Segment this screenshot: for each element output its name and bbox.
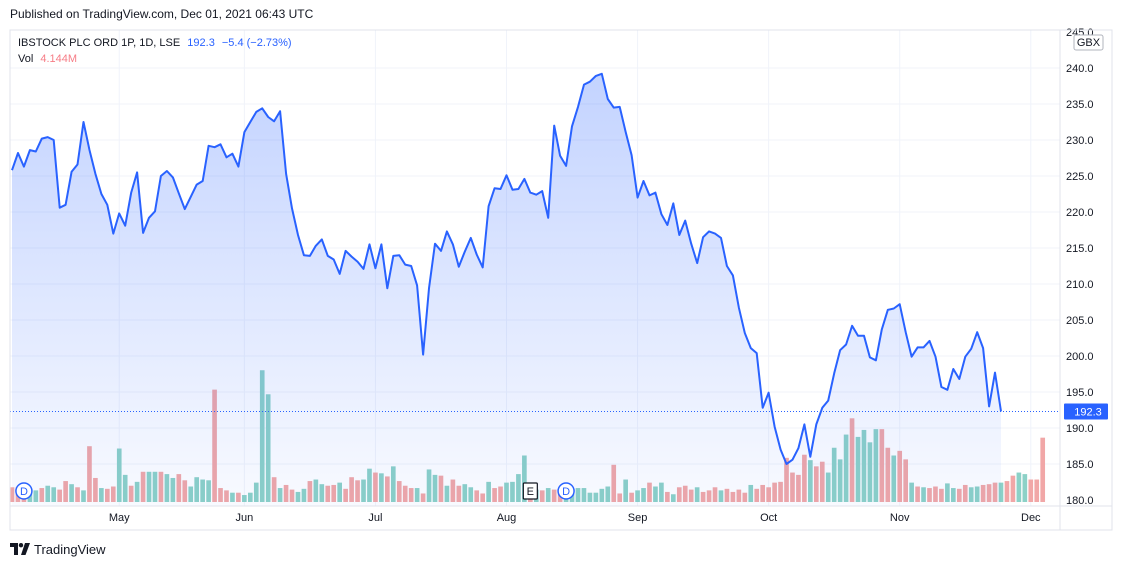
price-tick-label: 190.0 bbox=[1066, 423, 1094, 435]
legend-symbol[interactable]: IBSTOCK PLC ORD 1P, 1D, LSE bbox=[18, 37, 181, 49]
legend-volume-row: Vol 4.144M bbox=[18, 51, 292, 67]
time-tick-label: Jun bbox=[235, 512, 253, 524]
price-axis[interactable]: 245.0240.0235.0230.0225.0220.0215.0210.0… bbox=[1066, 27, 1094, 507]
time-tick-label: Dec bbox=[1021, 512, 1041, 524]
currency-badge[interactable]: GBX bbox=[1073, 34, 1104, 51]
price-area-fill bbox=[12, 73, 1001, 507]
legend-price: 192.3 bbox=[187, 37, 215, 49]
price-tick-label: 235.0 bbox=[1066, 99, 1094, 111]
legend-vol-value: 4.144M bbox=[40, 53, 78, 65]
last-price-tag-label: 192.3 bbox=[1074, 406, 1102, 418]
price-tick-label: 240.0 bbox=[1066, 63, 1094, 75]
tradingview-logo-icon bbox=[10, 543, 30, 555]
earnings-marker-icon[interactable] bbox=[522, 482, 538, 500]
legend-vol-label[interactable]: Vol bbox=[18, 53, 34, 65]
price-tick-label: 200.0 bbox=[1066, 351, 1094, 363]
published-caption: Published on TradingView.com, Dec 01, 20… bbox=[10, 7, 314, 21]
price-tick-label: 210.0 bbox=[1066, 279, 1094, 291]
price-tick-label: 195.0 bbox=[1066, 387, 1094, 399]
chart-legend: IBSTOCK PLC ORD 1P, 1D, LSE 192.3 −5.4 (… bbox=[18, 35, 292, 67]
price-tick-label: 180.0 bbox=[1066, 495, 1094, 507]
last-price-tag: 192.3 bbox=[1064, 403, 1108, 420]
volume-bar bbox=[1004, 481, 1010, 502]
price-tick-label: 185.0 bbox=[1066, 459, 1094, 471]
volume-bar bbox=[1034, 479, 1040, 502]
time-tick-label: Nov bbox=[890, 512, 910, 524]
dividend-marker-icon[interactable] bbox=[557, 482, 575, 500]
volume-bar bbox=[1010, 475, 1016, 502]
time-tick-label: May bbox=[109, 512, 130, 524]
volume-bar bbox=[1016, 472, 1022, 502]
dividend-marker-label: D bbox=[20, 486, 28, 498]
last-price-tag-box bbox=[1064, 403, 1108, 420]
brand-name: TradingView bbox=[34, 541, 106, 557]
price-tick-label: 220.0 bbox=[1066, 207, 1094, 219]
time-tick-label: Sep bbox=[628, 512, 648, 524]
earnings-marker-label: E bbox=[527, 486, 534, 498]
price-tick-label: 230.0 bbox=[1066, 135, 1094, 147]
time-axis[interactable]: May Jun Jul Aug Sep Oct Nov Dec bbox=[109, 512, 1041, 524]
volume-bar bbox=[1022, 474, 1028, 502]
dividend-marker-label: D bbox=[562, 486, 570, 498]
volume-bar bbox=[1040, 437, 1046, 502]
time-tick-label: Oct bbox=[760, 512, 777, 524]
currency-badge-box bbox=[1073, 34, 1104, 51]
legend-symbol-row: IBSTOCK PLC ORD 1P, 1D, LSE 192.3 −5.4 (… bbox=[18, 35, 292, 51]
legend-change: −5.4 (−2.73%) bbox=[221, 37, 292, 49]
chart-frame bbox=[9, 29, 1113, 531]
currency-label: GBX bbox=[1077, 37, 1101, 49]
time-tick-label: Aug bbox=[497, 512, 517, 524]
price-line bbox=[11, 72, 1002, 465]
time-tick-label: Jul bbox=[368, 512, 382, 524]
price-tick-label: 225.0 bbox=[1066, 171, 1094, 183]
brand-footer[interactable]: TradingView bbox=[10, 541, 106, 557]
volume-bar bbox=[1028, 479, 1034, 502]
price-tick-label: 215.0 bbox=[1066, 243, 1094, 255]
dividend-marker-icon[interactable] bbox=[15, 482, 33, 500]
price-tick-label: 205.0 bbox=[1066, 315, 1094, 327]
